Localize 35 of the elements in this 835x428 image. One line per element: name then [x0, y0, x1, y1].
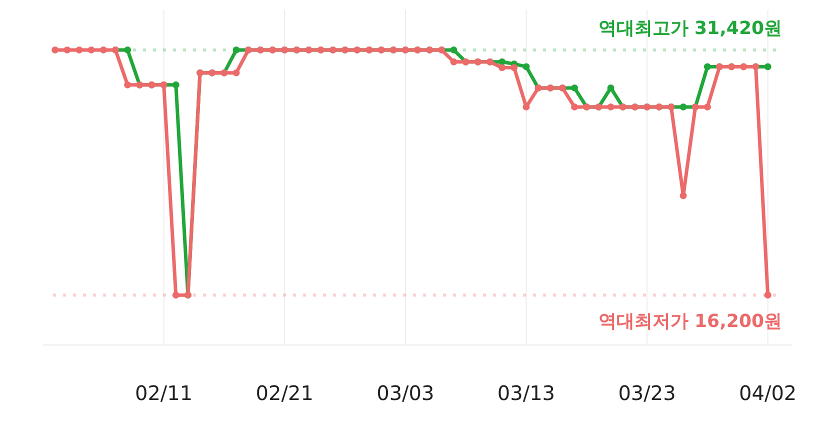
point — [680, 192, 687, 200]
x-tick-label: 04/02 — [739, 381, 797, 405]
x-tick-label: 02/11 — [134, 381, 193, 405]
point — [52, 46, 59, 54]
point — [498, 64, 506, 72]
point — [680, 103, 687, 110]
point — [172, 292, 180, 299]
x-tick-label: 03/13 — [497, 381, 556, 405]
point — [764, 292, 772, 299]
ref-line-label: 역대최저가 16,200원 — [598, 311, 782, 332]
point — [498, 58, 506, 66]
point — [232, 46, 240, 54]
x-tick-label: 03/03 — [376, 381, 434, 405]
point — [607, 103, 614, 110]
point — [764, 63, 772, 70]
point — [64, 46, 71, 54]
point — [232, 69, 240, 76]
point — [704, 103, 711, 110]
point — [704, 63, 711, 70]
point — [172, 81, 180, 88]
point — [571, 103, 578, 110]
point — [510, 64, 518, 72]
point — [88, 46, 95, 54]
point — [124, 81, 132, 88]
point — [571, 84, 578, 92]
x-tick-label: 03/23 — [618, 381, 676, 405]
point — [76, 46, 83, 54]
x-tick-label: 02/21 — [256, 381, 314, 405]
point — [450, 58, 458, 66]
point — [124, 46, 132, 54]
point — [100, 46, 107, 54]
point — [522, 63, 530, 70]
point — [450, 46, 458, 54]
ref-line-label: 역대최고가 31,420원 — [598, 18, 782, 39]
point — [607, 84, 614, 92]
